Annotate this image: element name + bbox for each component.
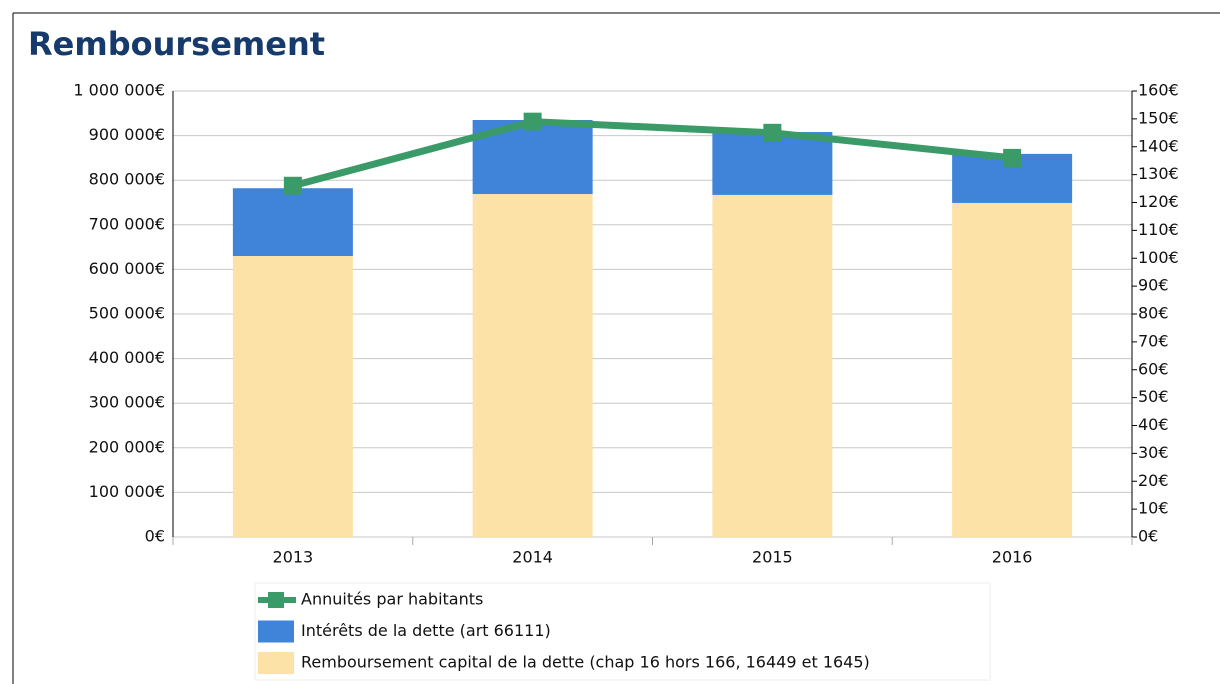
bar	[232, 256, 353, 537]
legend-swatch	[258, 652, 294, 674]
y2-tick-label: 150€	[1138, 108, 1179, 127]
bar	[472, 194, 593, 537]
legend-label: Remboursement capital de la dette (chap …	[301, 653, 870, 672]
y2-tick-label: 80€	[1138, 304, 1169, 323]
y2-tick-label: 160€	[1138, 81, 1179, 100]
y-tick-label: 300 000€	[89, 393, 165, 412]
y-tick-label: 500 000€	[89, 304, 165, 323]
y2-tick-label: 40€	[1138, 415, 1169, 434]
y2-tick-label: 120€	[1138, 192, 1179, 211]
legend-label: Intérêts de la dette (art 66111)	[301, 621, 551, 640]
line	[291, 118, 1013, 190]
legend-swatch	[258, 620, 294, 643]
line-marker	[1003, 148, 1022, 167]
y-tick-label: 0€	[145, 527, 165, 546]
y2-tick-label: 60€	[1138, 359, 1169, 378]
y2-tick-label: 140€	[1138, 136, 1179, 155]
x-tick-label: 2015	[752, 548, 793, 567]
bar	[952, 202, 1073, 538]
y-tick-label: 900 000€	[89, 125, 165, 144]
legend-label: Annuités par habitants	[301, 590, 483, 609]
y2-tick-label: 70€	[1138, 331, 1169, 350]
y2-tick-label: 10€	[1138, 499, 1169, 518]
line-marker	[763, 123, 782, 142]
y-tick-label: 1 000 000€	[73, 81, 165, 100]
x-tick-label: 2014	[512, 548, 553, 567]
y2-tick-label: 110€	[1138, 220, 1179, 239]
y-tick-label: 200 000€	[89, 437, 165, 456]
y2-tick-label: 90€	[1138, 276, 1169, 295]
y2-tick-label: 0€	[1138, 527, 1158, 546]
legend-swatch	[268, 592, 284, 608]
y2-tick-label: 50€	[1138, 387, 1169, 406]
x-tick-label: 2016	[992, 548, 1033, 567]
line-marker	[283, 176, 302, 195]
y2-tick-label: 130€	[1138, 164, 1179, 183]
x-tick-label: 2013	[273, 548, 314, 567]
bar	[232, 188, 353, 257]
legend	[254, 582, 991, 681]
y-tick-label: 400 000€	[89, 348, 165, 367]
y-tick-label: 100 000€	[89, 482, 165, 501]
chart-title: Remboursement	[28, 25, 325, 63]
line-marker	[523, 112, 542, 131]
y2-tick-label: 20€	[1138, 471, 1169, 490]
bar	[712, 194, 833, 537]
y-tick-label: 600 000€	[89, 259, 165, 278]
y2-tick-label: 30€	[1138, 443, 1169, 462]
bar	[712, 132, 833, 195]
y2-tick-label: 100€	[1138, 248, 1179, 267]
y-tick-label: 800 000€	[89, 170, 165, 189]
y-tick-label: 700 000€	[89, 214, 165, 233]
